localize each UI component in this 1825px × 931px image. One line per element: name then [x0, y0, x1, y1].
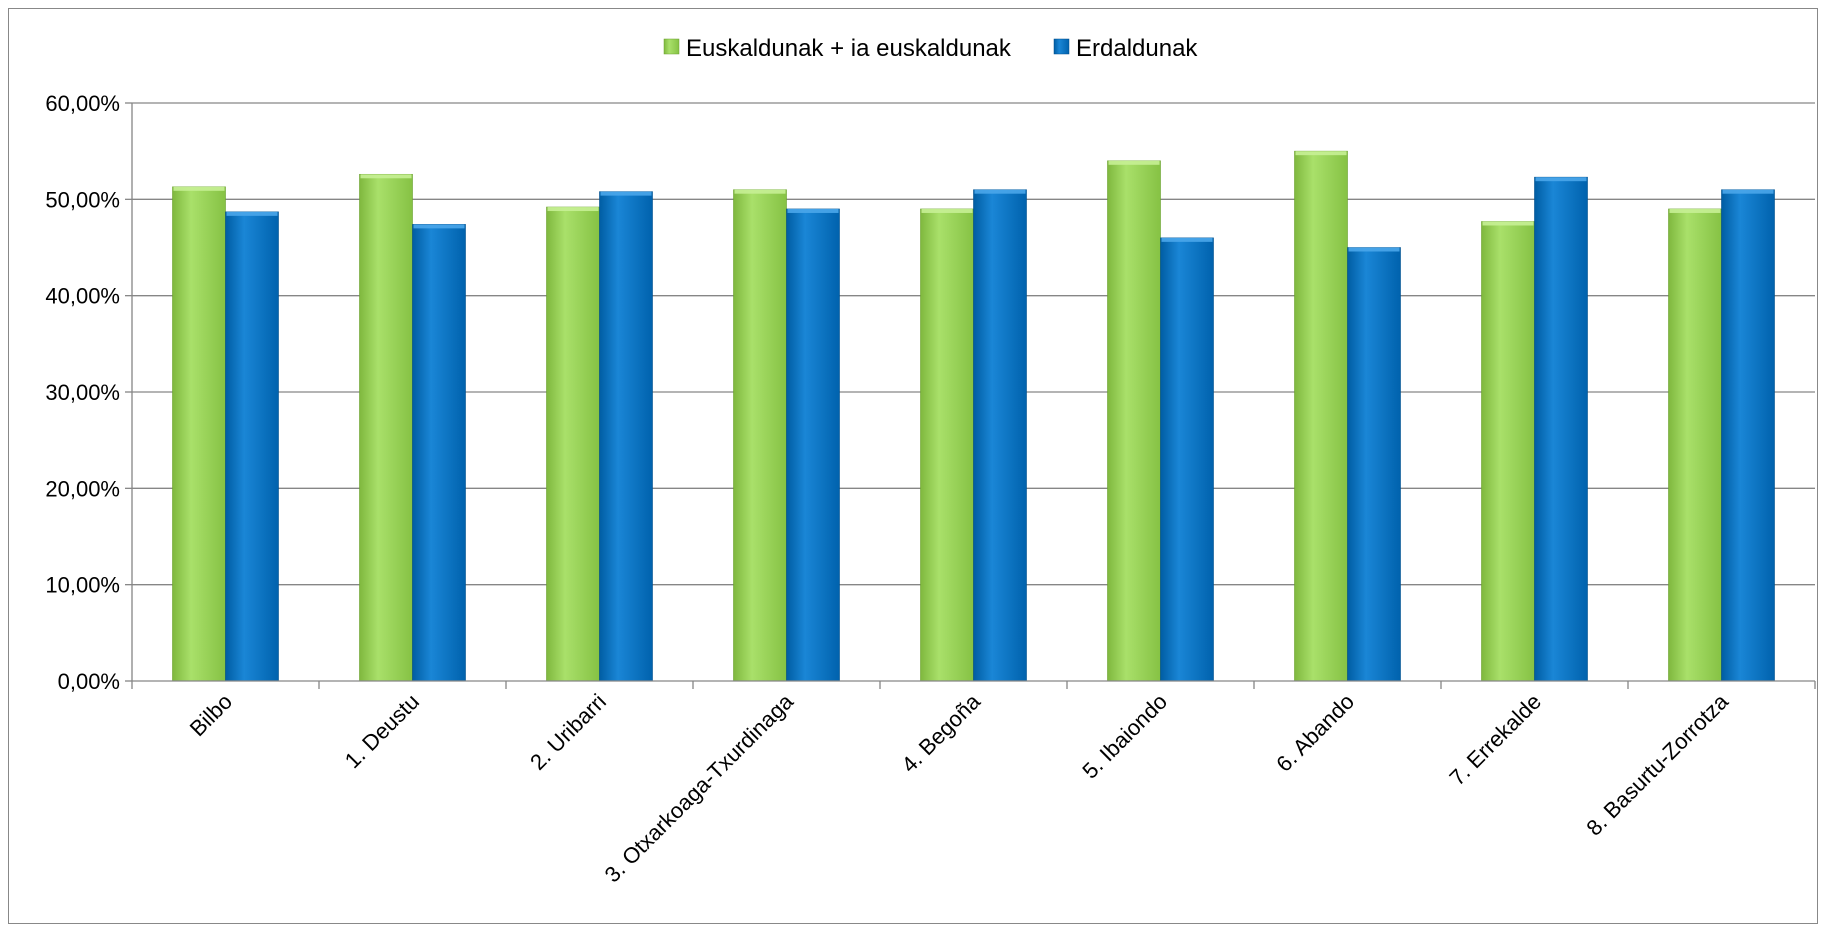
bar-top-highlight: [1161, 237, 1213, 242]
bar-erdaldunak: [412, 224, 466, 682]
legend-label-series-1: Erdaldunak: [1076, 35, 1198, 62]
y-tick-label: 20,00%: [45, 476, 120, 501]
legend: Euskaldunak + ia euskaldunak Erdaldunak: [663, 35, 1198, 62]
y-tick-label: 40,00%: [45, 284, 120, 309]
bar-top-highlight: [1482, 221, 1534, 226]
legend-label-series-0: Euskaldunak + ia euskaldunak: [686, 35, 1012, 62]
y-tick-label: 30,00%: [45, 380, 120, 405]
bar-erdaldunak: [973, 189, 1027, 682]
bar-top-highlight: [974, 189, 1026, 194]
bar-top-highlight: [1295, 151, 1347, 156]
bar-euskaldunak: [1481, 221, 1535, 682]
bar-euskaldunak: [172, 186, 226, 682]
bar-erdaldunak: [1534, 176, 1588, 682]
y-tick-label: 10,00%: [45, 573, 120, 598]
bar-erdaldunak: [1721, 189, 1775, 682]
bar-top-highlight: [1348, 247, 1400, 252]
legend-item-series-1: Erdaldunak: [1053, 35, 1198, 62]
x-tick-label: Bilbo: [185, 689, 237, 741]
bar-euskaldunak: [1668, 208, 1722, 682]
legend-swatch-green: [663, 38, 680, 55]
legend-swatch-blue: [1053, 38, 1070, 55]
y-tick-label: 60,00%: [45, 91, 120, 116]
x-tick-label: 4. Begoña: [896, 688, 985, 777]
x-tick-label: 2. Uribarri: [525, 689, 611, 775]
bar-top-highlight: [413, 224, 465, 229]
bar-euskaldunak: [1107, 160, 1161, 682]
x-tick-label: 7. Errekalde: [1444, 689, 1546, 791]
bar-top-highlight: [360, 174, 412, 179]
bar-erdaldunak: [599, 191, 653, 682]
x-tick-label: 6. Abando: [1271, 689, 1359, 777]
x-tick-label: 1. Deustu: [340, 689, 424, 773]
bar-euskaldunak: [546, 206, 600, 682]
x-tick-label: 3. Otxarkoaga-Txurdinaga: [600, 688, 799, 887]
bar-erdaldunak: [1160, 237, 1214, 682]
bar-euskaldunak: [359, 173, 413, 682]
y-tick-label: 50,00%: [45, 187, 120, 212]
bars: [172, 150, 1775, 682]
bar-top-highlight: [547, 207, 599, 212]
bar-top-highlight: [1722, 189, 1774, 194]
y-tick-label: 0,00%: [58, 669, 120, 694]
bar-top-highlight: [787, 208, 839, 213]
x-tick-label: 8. Basurtu-Zorrotza: [1581, 688, 1733, 840]
bar-erdaldunak: [786, 208, 840, 682]
bar-top-highlight: [1669, 208, 1721, 213]
legend-item-series-0: Euskaldunak + ia euskaldunak: [663, 35, 1012, 62]
bar-top-highlight: [921, 208, 973, 213]
x-tick-label: 5. Ibaiondo: [1077, 689, 1172, 784]
y-axis: 0,00% 10,00% 20,00% 30,00% 40,00% 50,00% 60,00…: [45, 91, 133, 694]
bar-euskaldunak: [1294, 150, 1348, 682]
bar-top-highlight: [173, 186, 225, 191]
bar-euskaldunak: [733, 189, 787, 682]
bar-top-highlight: [1535, 177, 1587, 182]
bar-top-highlight: [600, 191, 652, 196]
bar-erdaldunak: [1347, 247, 1401, 682]
bar-euskaldunak: [920, 208, 974, 682]
bar-erdaldunak: [225, 211, 279, 682]
bar-top-highlight: [1108, 160, 1160, 165]
bar-top-highlight: [226, 211, 278, 216]
bar-top-highlight: [734, 189, 786, 194]
